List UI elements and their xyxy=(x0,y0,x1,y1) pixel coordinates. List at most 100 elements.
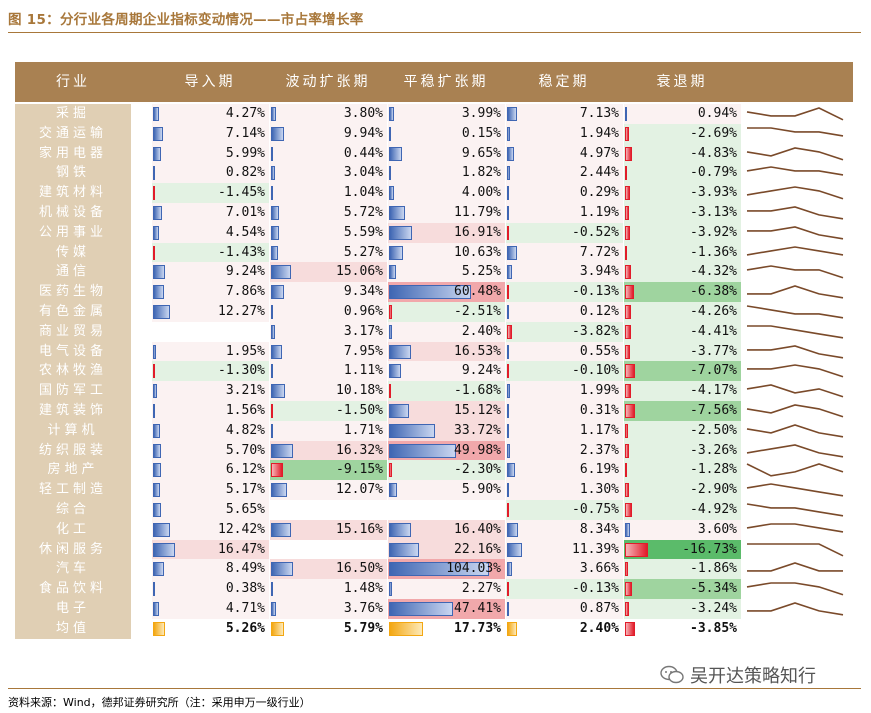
negative-bar xyxy=(507,582,509,597)
cell-value: 1.48% xyxy=(343,581,383,597)
cell-value: -3.26% xyxy=(690,442,737,458)
cell-decline: -4.17% xyxy=(623,381,741,401)
cell-intro: 5.65% xyxy=(151,500,269,520)
cell-value: 8.34% xyxy=(579,521,619,537)
trend-sparkline xyxy=(747,562,843,573)
cell-intro: 4.54% xyxy=(151,222,269,243)
industry-name: 传媒 xyxy=(15,242,131,263)
cell-stable: 0.31% xyxy=(505,401,623,421)
positive-bar xyxy=(271,186,273,201)
header-decline: 衰退期 xyxy=(656,74,708,90)
cell-steady-expansion: 3.99% xyxy=(387,104,505,124)
cell-value: 5.26% xyxy=(225,620,265,636)
industry-name: 食品饮料 xyxy=(15,579,131,599)
industry-name: 采掘 xyxy=(15,104,131,124)
cell-decline: -1.86% xyxy=(623,559,741,580)
table-row: 建筑材料 -1.45% 1.04% 4.00% 0.29% -3.93% xyxy=(15,183,853,203)
cell-value: 2.37% xyxy=(579,442,619,458)
negative-bar xyxy=(625,503,632,517)
cell-decline: -16.73% xyxy=(623,539,741,560)
cell-stable: 3.66% xyxy=(505,559,623,580)
negative-bar xyxy=(625,602,630,616)
cell-value: -0.79% xyxy=(690,165,737,181)
cell-decline: -4.41% xyxy=(623,321,741,342)
cell-steady-expansion: -2.30% xyxy=(387,460,505,481)
positive-bar xyxy=(507,206,509,220)
cell-intro: 7.86% xyxy=(151,282,269,302)
cell-decline: -3.24% xyxy=(623,599,741,619)
cell-value: 3.60% xyxy=(697,521,737,537)
cell-value: -1.36% xyxy=(690,244,737,260)
cell-value: 16.50% xyxy=(336,561,383,577)
table-row: 家用电器 5.99% 0.44% 9.65% 4.97% -4.83% xyxy=(15,143,853,164)
cell-value: 5.90% xyxy=(461,482,501,498)
cell-steady-expansion: 9.24% xyxy=(387,361,505,382)
cell-value: 16.47% xyxy=(218,541,265,557)
cell-volatile-expansion: 16.50% xyxy=(269,559,387,580)
positive-bar xyxy=(389,621,423,636)
cell-value: -3.24% xyxy=(690,601,737,616)
positive-bar xyxy=(389,344,412,359)
cell-volatile-expansion: 1.11% xyxy=(269,361,387,382)
negative-bar xyxy=(507,503,509,517)
cell-value: -1.30% xyxy=(218,363,265,379)
cell-value: -2.90% xyxy=(690,482,737,498)
cell-value: 1.11% xyxy=(343,363,383,379)
positive-bar xyxy=(507,126,510,141)
negative-bar xyxy=(389,305,393,319)
table-row: 轻工制造 5.17% 12.07% 5.90% 1.30% -2.90% xyxy=(15,480,853,500)
negative-bar xyxy=(389,384,392,399)
cell-decline: -2.69% xyxy=(623,123,741,144)
cell-intro: 6.12% xyxy=(151,460,269,481)
positive-bar xyxy=(153,344,156,359)
cell-value: 7.14% xyxy=(225,125,265,141)
cell-value: 15.16% xyxy=(336,521,383,537)
trend-sparkline xyxy=(747,542,844,557)
positive-bar xyxy=(389,186,395,201)
figure-title: 图 15：分行业各周期企业指标变动情况——市占率增长率 xyxy=(8,12,364,28)
cell-volatile-expansion: 3.76% xyxy=(269,599,387,619)
cell-value: 7.72% xyxy=(579,244,619,260)
cell-decline: -3.92% xyxy=(623,222,741,243)
cell-value: 1.94% xyxy=(579,125,619,141)
cell-volatile-expansion: 5.27% xyxy=(269,242,387,263)
positive-bar xyxy=(507,483,509,498)
trend-sparkline xyxy=(747,206,844,220)
industry-name: 钢铁 xyxy=(15,163,131,184)
table-row: 公用事业 4.54% 5.59% 16.91% -0.52% -3.92% xyxy=(15,222,853,243)
trend-line xyxy=(746,522,844,533)
cell-intro: 9.24% xyxy=(151,262,269,283)
cell-value: 1.71% xyxy=(343,422,383,438)
negative-bar xyxy=(153,245,155,260)
positive-bar xyxy=(389,364,402,379)
table-row: 机械设备 7.01% 5.72% 11.79% 1.19% -3.13% xyxy=(15,203,853,223)
cell-steady-expansion: 0.15% xyxy=(387,123,505,144)
trend-line xyxy=(746,483,844,497)
cell-value: 0.96% xyxy=(343,304,383,319)
positive-bar xyxy=(271,126,285,141)
positive-bar xyxy=(271,324,276,339)
cell-value: 5.27% xyxy=(343,244,383,260)
positive-bar xyxy=(271,206,279,220)
positive-bar xyxy=(153,542,176,557)
negative-bar xyxy=(625,186,631,201)
industry-name: 商业贸易 xyxy=(15,321,131,342)
positive-bar xyxy=(389,324,393,339)
positive-bar xyxy=(153,602,160,616)
positive-bar xyxy=(507,344,509,359)
positive-bar xyxy=(271,166,276,181)
cell-volatile-expansion: 7.95% xyxy=(269,341,387,362)
cell-intro: 4.71% xyxy=(151,599,269,619)
positive-bar xyxy=(507,404,509,418)
cell-value: 3.80% xyxy=(343,106,383,121)
cell-decline: 0.94% xyxy=(623,104,741,124)
positive-bar xyxy=(507,305,509,319)
cell-value: 7.13% xyxy=(579,106,619,121)
negative-bar xyxy=(625,443,630,458)
cell-value: -2.50% xyxy=(690,422,737,438)
cell-intro: 8.49% xyxy=(151,559,269,580)
cell-value: 0.94% xyxy=(697,106,737,121)
cell-volatile-expansion: 1.71% xyxy=(269,420,387,441)
cell-value: -4.83% xyxy=(690,145,737,161)
cell-value: 104.03% xyxy=(446,561,501,577)
